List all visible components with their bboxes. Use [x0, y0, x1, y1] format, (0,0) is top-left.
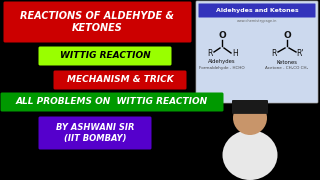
Circle shape	[233, 101, 267, 135]
Text: Aldehydes and Ketones: Aldehydes and Ketones	[216, 8, 298, 13]
Text: Ketones: Ketones	[276, 60, 298, 64]
Text: R: R	[207, 48, 213, 57]
FancyBboxPatch shape	[232, 100, 268, 114]
Text: O: O	[218, 31, 226, 40]
FancyBboxPatch shape	[53, 71, 187, 89]
FancyBboxPatch shape	[198, 3, 316, 17]
Text: www.chemistrypage.in: www.chemistrypage.in	[237, 19, 277, 23]
Text: ALL PROBLEMS ON  WITTIG REACTION: ALL PROBLEMS ON WITTIG REACTION	[16, 98, 208, 107]
FancyBboxPatch shape	[38, 116, 151, 150]
FancyBboxPatch shape	[1, 93, 223, 111]
Text: O: O	[283, 31, 291, 40]
Text: Acetone - CH₃CO CH₃: Acetone - CH₃CO CH₃	[265, 66, 308, 70]
Text: REACTIONS OF ALDEHYDE &
KETONES: REACTIONS OF ALDEHYDE & KETONES	[20, 11, 174, 33]
Text: BY ASHWANI SIR
(IIT BOMBAY): BY ASHWANI SIR (IIT BOMBAY)	[56, 123, 134, 143]
Text: Formaldehyde - HCHO: Formaldehyde - HCHO	[199, 66, 245, 70]
FancyBboxPatch shape	[196, 1, 318, 103]
FancyBboxPatch shape	[38, 46, 172, 66]
Text: R: R	[271, 48, 277, 57]
Text: R': R'	[296, 48, 304, 57]
Text: Aldehydes: Aldehydes	[208, 60, 236, 64]
FancyBboxPatch shape	[4, 1, 191, 42]
Ellipse shape	[222, 130, 277, 180]
Text: WITTIG REACTION: WITTIG REACTION	[60, 51, 150, 60]
Text: MECHANISM & TRICK: MECHANISM & TRICK	[67, 75, 173, 84]
Text: H: H	[232, 50, 238, 59]
